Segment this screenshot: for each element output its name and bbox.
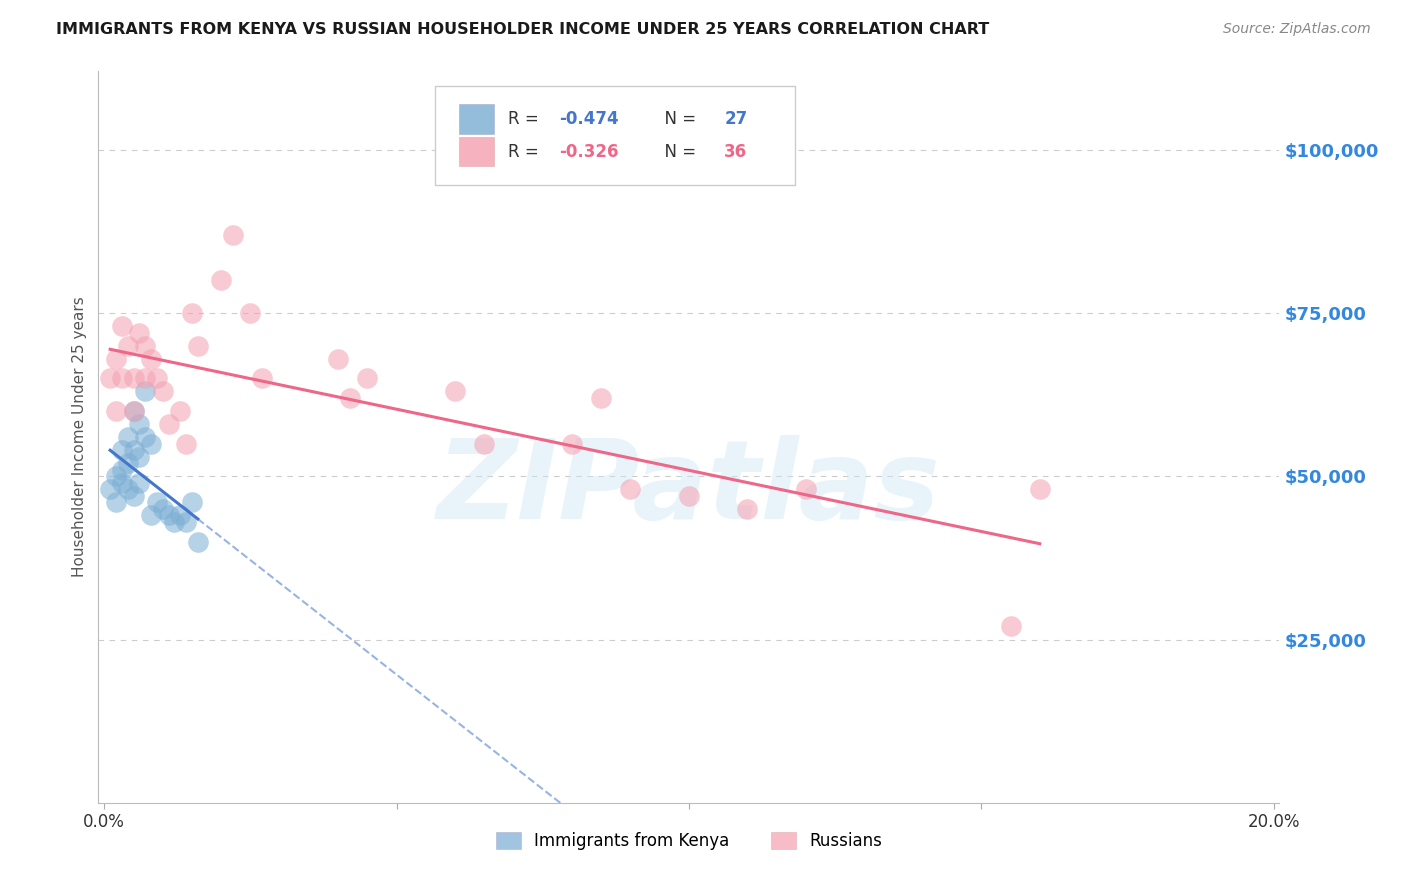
Point: [128, 417, 150, 431]
Point: [472, 436, 495, 450]
Point: [169, 508, 191, 523]
FancyBboxPatch shape: [434, 86, 796, 185]
Text: Source: ZipAtlas.com: Source: ZipAtlas.com: [1223, 22, 1371, 37]
Point: [209, 273, 232, 287]
Point: [122, 489, 145, 503]
Point: [139, 351, 162, 366]
Point: [181, 495, 204, 509]
Point: [157, 508, 180, 523]
Text: N =: N =: [654, 143, 700, 161]
Point: [187, 338, 209, 352]
Point: [157, 417, 180, 431]
Point: [169, 404, 191, 418]
Point: [591, 391, 613, 405]
Point: [128, 475, 150, 490]
Point: [794, 483, 817, 497]
Point: [1000, 619, 1022, 633]
Point: [163, 515, 186, 529]
Point: [122, 371, 145, 385]
Bar: [458, 104, 494, 134]
Text: R =: R =: [508, 143, 544, 161]
Y-axis label: Householder Income Under 25 years: Householder Income Under 25 years: [72, 297, 87, 577]
Text: -0.326: -0.326: [560, 143, 619, 161]
Point: [104, 469, 127, 483]
Point: [239, 306, 262, 320]
Point: [98, 371, 121, 385]
Point: [174, 515, 197, 529]
Point: [111, 371, 134, 385]
Point: [737, 502, 759, 516]
Point: [152, 384, 174, 399]
Text: R =: R =: [508, 110, 544, 128]
Point: [561, 436, 583, 450]
Point: [444, 384, 467, 399]
Point: [134, 338, 156, 352]
Point: [111, 475, 134, 490]
Point: [619, 483, 641, 497]
Point: [122, 404, 145, 418]
Text: N =: N =: [654, 110, 700, 128]
Point: [134, 430, 156, 444]
Point: [152, 502, 174, 516]
Bar: [458, 137, 494, 167]
Point: [134, 384, 156, 399]
Point: [117, 483, 139, 497]
Point: [146, 371, 169, 385]
Text: 36: 36: [724, 143, 748, 161]
Point: [111, 443, 134, 458]
Text: -0.474: -0.474: [560, 110, 619, 128]
Point: [326, 351, 349, 366]
Point: [139, 508, 162, 523]
Point: [117, 430, 139, 444]
Point: [104, 351, 127, 366]
Point: [181, 306, 204, 320]
Point: [134, 371, 156, 385]
Point: [678, 489, 700, 503]
Point: [187, 534, 209, 549]
Point: [117, 456, 139, 470]
Point: [174, 436, 197, 450]
Point: [146, 495, 169, 509]
Legend: Immigrants from Kenya, Russians: Immigrants from Kenya, Russians: [489, 825, 889, 856]
Point: [222, 227, 245, 242]
Point: [339, 391, 361, 405]
Text: ZIPatlas: ZIPatlas: [437, 434, 941, 541]
Point: [1029, 483, 1052, 497]
Point: [117, 338, 139, 352]
Point: [98, 483, 121, 497]
Point: [122, 404, 145, 418]
Point: [104, 404, 127, 418]
Point: [111, 463, 134, 477]
Point: [356, 371, 378, 385]
Point: [111, 319, 134, 334]
Point: [122, 443, 145, 458]
Point: [139, 436, 162, 450]
Text: IMMIGRANTS FROM KENYA VS RUSSIAN HOUSEHOLDER INCOME UNDER 25 YEARS CORRELATION C: IMMIGRANTS FROM KENYA VS RUSSIAN HOUSEHO…: [56, 22, 990, 37]
Point: [104, 495, 127, 509]
Point: [128, 326, 150, 340]
Point: [250, 371, 273, 385]
Text: 27: 27: [724, 110, 748, 128]
Point: [128, 450, 150, 464]
